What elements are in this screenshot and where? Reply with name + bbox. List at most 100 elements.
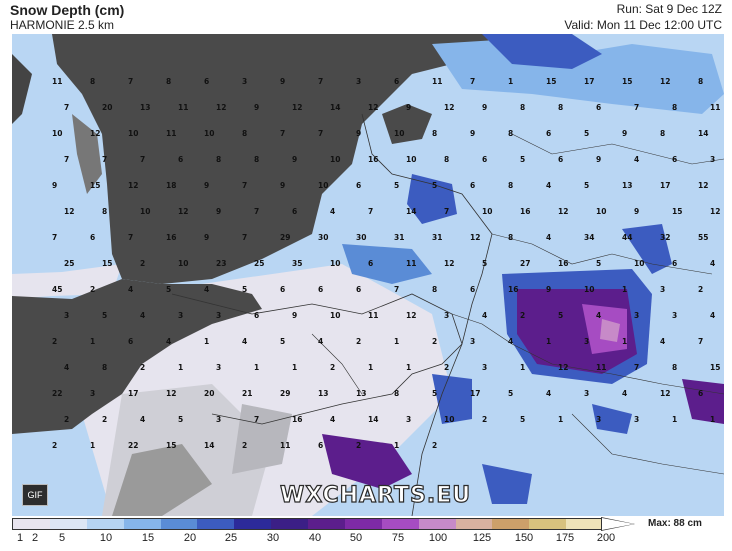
snow-value: 4 xyxy=(710,311,715,320)
snow-value: 6 xyxy=(254,311,259,320)
snow-value: 9 xyxy=(356,129,361,138)
snow-value: 13 xyxy=(318,389,328,398)
snow-value: 1 xyxy=(406,363,411,372)
snow-value: 15 xyxy=(622,77,632,86)
snow-value: 17 xyxy=(584,77,594,86)
snow-value: 22 xyxy=(52,389,62,398)
gif-animation-button[interactable]: GIF xyxy=(22,484,48,506)
snow-value: 20 xyxy=(102,103,112,112)
legend-arrow xyxy=(602,518,634,530)
snow-value: 31 xyxy=(432,233,442,242)
snow-value: 12 xyxy=(470,233,480,242)
snow-value: 2 xyxy=(64,415,69,424)
snow-value: 7 xyxy=(52,233,57,242)
snow-value: 29 xyxy=(280,233,290,242)
snow-value: 6 xyxy=(596,103,601,112)
snow-value: 13 xyxy=(356,389,366,398)
snow-value: 1 xyxy=(710,415,715,424)
snow-value: 3 xyxy=(584,337,589,346)
snow-value: 4 xyxy=(634,155,639,164)
snow-value: 14 xyxy=(406,207,416,216)
snow-value: 8 xyxy=(444,155,449,164)
snow-value: 4 xyxy=(482,311,487,320)
legend-swatch xyxy=(13,519,50,529)
snow-value: 11 xyxy=(166,129,176,138)
snow-value: 10 xyxy=(406,155,416,164)
snow-value: 7 xyxy=(242,181,247,190)
snow-value: 7 xyxy=(254,415,259,424)
snow-value: 8 xyxy=(254,155,259,164)
snow-value: 11 xyxy=(280,441,290,450)
snow-value: 12 xyxy=(660,77,670,86)
snow-value: 7 xyxy=(242,233,247,242)
snow-value: 27 xyxy=(520,259,530,268)
snow-value: 6 xyxy=(90,233,95,242)
snow-value: 7 xyxy=(318,129,323,138)
snow-value: 6 xyxy=(128,337,133,346)
snow-value: 6 xyxy=(178,155,183,164)
legend-swatch xyxy=(418,519,456,529)
snow-value: 7 xyxy=(280,129,285,138)
snow-value: 16 xyxy=(166,233,176,242)
run-time: Run: Sat 9 Dec 12Z xyxy=(616,2,722,16)
legend-swatch xyxy=(234,519,272,529)
snow-value: 7 xyxy=(634,103,639,112)
snow-value: 1 xyxy=(546,337,551,346)
snow-value: 20 xyxy=(204,389,214,398)
legend-tick: 25 xyxy=(224,532,238,544)
snow-value: 9 xyxy=(634,207,639,216)
snow-value: 44 xyxy=(622,233,632,242)
snow-value: 7 xyxy=(368,207,373,216)
snow-value: 4 xyxy=(546,181,551,190)
snow-value: 7 xyxy=(634,363,639,372)
snow-value: 11 xyxy=(368,311,378,320)
snow-value: 16 xyxy=(558,259,568,268)
snow-value: 8 xyxy=(216,155,221,164)
snow-value: 11 xyxy=(52,77,62,86)
legend-swatch xyxy=(197,519,235,529)
snow-value: 15 xyxy=(166,441,176,450)
snow-value: 2 xyxy=(520,311,525,320)
snow-value: 9 xyxy=(292,311,297,320)
snow-value: 10 xyxy=(204,129,214,138)
snow-value: 10 xyxy=(330,155,340,164)
snow-value: 3 xyxy=(634,415,639,424)
snow-value: 2 xyxy=(140,363,145,372)
snow-value: 7 xyxy=(128,77,133,86)
snow-value: 3 xyxy=(90,389,95,398)
snow-value: 6 xyxy=(356,285,361,294)
snow-value: 3 xyxy=(660,285,665,294)
snow-value: 10 xyxy=(584,285,594,294)
snow-value: 5 xyxy=(394,181,399,190)
snow-value-labels: 11 8 7 8 6 3 9 7 3 6 11 7 1 15 17 15 12 87 20 13 11 12 9 12 14 12… xyxy=(52,77,720,450)
snow-value: 9 xyxy=(596,155,601,164)
snow-value: 14 xyxy=(368,415,378,424)
legend-swatch xyxy=(492,519,530,529)
legend-tick: 100 xyxy=(428,532,448,544)
snow-value: 14 xyxy=(204,441,214,450)
snow-value: 32 xyxy=(660,233,670,242)
snow-value: 3 xyxy=(216,311,221,320)
snow-value: 12 xyxy=(292,103,302,112)
snow-value: 10 xyxy=(128,129,138,138)
snow-value: 4 xyxy=(330,207,335,216)
snow-value: 9 xyxy=(204,181,209,190)
snow-value: 5 xyxy=(280,337,285,346)
snow-value: 5 xyxy=(242,285,247,294)
snow-value: 9 xyxy=(254,103,259,112)
snow-value: 12 xyxy=(90,129,100,138)
snow-value: 1 xyxy=(178,363,183,372)
snow-value: 9 xyxy=(406,103,411,112)
snow-value: 10 xyxy=(330,311,340,320)
snow-value: 18 xyxy=(166,181,176,190)
snow-value: 12 xyxy=(64,207,74,216)
snow-value: 6 xyxy=(470,181,475,190)
snow-value: 8 xyxy=(698,77,703,86)
snow-value: 5 xyxy=(584,129,589,138)
snow-value: 2 xyxy=(52,337,57,346)
snow-value: 6 xyxy=(394,77,399,86)
legend-tick: 20 xyxy=(183,532,197,544)
color-legend: Max: 88 cm 1 2 5 10 15 20 25 30 40 50 75 100 125 150 1… xyxy=(12,517,724,551)
snow-value: 7 xyxy=(444,207,449,216)
snow-value: 7 xyxy=(254,207,259,216)
